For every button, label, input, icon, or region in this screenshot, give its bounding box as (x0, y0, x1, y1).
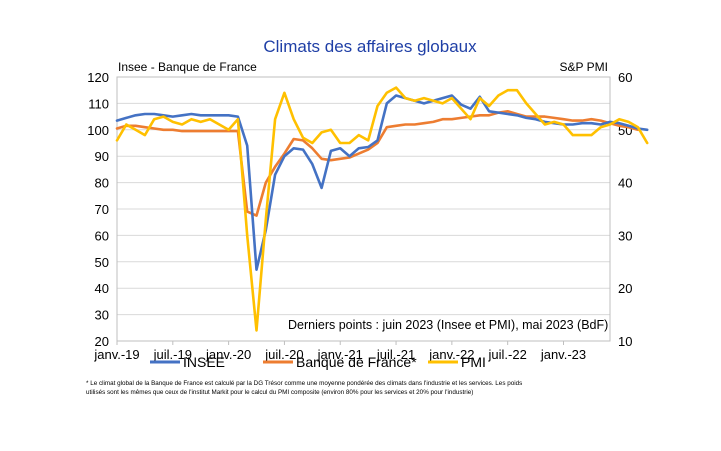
legend-label: PMI (461, 354, 486, 370)
footnote-line-1: * Le climat global de la Banque de Franc… (86, 380, 522, 387)
left-axis-ticks: 20 30 40 50 60 70 80 90 100 110 120 (87, 70, 109, 349)
chart-title: Climats des affaires globaux (263, 37, 477, 56)
series-line-banque-de-france (115, 110, 640, 217)
plot-frame (116, 76, 611, 342)
x-tick-label: janv.-21 (317, 347, 363, 362)
last-points-annotation: Derniers points : juin 2023 (Insee et PM… (288, 318, 608, 332)
x-tick-label: janv.-20 (205, 347, 251, 362)
x-tick-label: juil.-21 (376, 347, 415, 362)
x-tick-label: janv.-22 (428, 347, 474, 362)
legend-label: INSEE (183, 354, 225, 370)
left-axis-tick-label: 70 (95, 202, 109, 217)
x-tick-label: janv.-19 (93, 347, 139, 362)
left-axis-tick-label: 120 (87, 70, 109, 85)
x-tick-label: juil.-22 (488, 347, 527, 362)
left-axis-tick-label: 40 (95, 281, 109, 296)
right-axis-tick-label: 20 (618, 281, 632, 296)
x-tick-label: juil.-19 (153, 347, 192, 362)
x-tick-label: juil.-20 (264, 347, 303, 362)
left-axis-tick-label: 50 (95, 255, 109, 270)
left-axis-tick-label: 90 (95, 149, 109, 164)
left-axis-tick-label: 30 (95, 308, 109, 323)
left-source-label: Insee - Banque de France (118, 60, 257, 74)
x-tick-label: janv.-23 (540, 347, 586, 362)
legend: INSEE Banque de France* PMI (150, 354, 486, 370)
x-axis-ticks: janv.-19 juil.-19 janv.-20 juil.-20 janv.-21… (93, 341, 586, 362)
right-axis-tick-label: 60 (618, 70, 632, 85)
right-axis-tick-label: 30 (618, 228, 632, 243)
legend-label: Banque de France* (296, 354, 417, 370)
left-axis-tick-label: 100 (87, 123, 109, 138)
left-axis-tick-label: 110 (88, 96, 109, 111)
left-axis-tick-label: 60 (95, 228, 109, 243)
series-line-pmi (115, 86, 649, 332)
right-axis-tick-label: 10 (618, 334, 632, 349)
footnote-line-2: utilisés sont les mêmes que ceux de l'in… (86, 389, 473, 396)
left-axis-tick-label: 80 (95, 176, 109, 191)
right-axis-tick-label: 40 (618, 176, 632, 191)
left-axis-tick-label: 20 (95, 334, 109, 349)
right-source-label: S&P PMI (560, 60, 608, 74)
series-lines (115, 86, 649, 332)
